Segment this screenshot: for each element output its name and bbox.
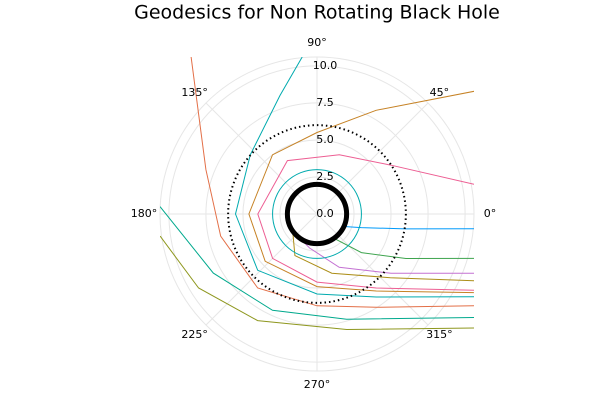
theta-grid-line xyxy=(205,213,318,326)
theta-tick-label: 225° xyxy=(181,328,208,341)
circle-orbit xyxy=(284,181,350,247)
r-tick-label: 0.0 xyxy=(316,207,334,220)
labels: 0.0 2.5 5.0 7.5 10.0 0° 45° 90° 135° 180° 225° 270°… xyxy=(131,36,497,391)
r-tick-label: 5.0 xyxy=(316,133,334,146)
geodesic-line xyxy=(160,206,474,320)
r-tick-label: 2.5 xyxy=(316,170,334,183)
r-tick-label: 7.5 xyxy=(316,96,334,109)
circle-orbit xyxy=(227,124,407,304)
circle-orbit xyxy=(272,169,362,259)
geodesic-line xyxy=(257,154,474,291)
geodesic-line xyxy=(248,90,474,294)
theta-tick-label: 135° xyxy=(181,86,208,99)
geodesic-line xyxy=(343,226,474,230)
geodesic-line xyxy=(333,237,474,260)
theta-grid-line xyxy=(316,213,429,326)
theta-tick-label: 0° xyxy=(484,207,497,220)
geodesic-line xyxy=(292,230,474,282)
grid xyxy=(159,56,475,372)
theta-tick-label: 180° xyxy=(131,207,158,220)
chart-title: Geodesics for Non Rotating Black Hole xyxy=(134,2,500,24)
theta-tick-label: 45° xyxy=(430,86,450,99)
theta-grid-line xyxy=(316,102,429,215)
theta-tick-label: 270° xyxy=(304,378,331,391)
r-tick-label: 10.0 xyxy=(313,59,338,72)
geodesic-line xyxy=(299,237,474,274)
plot-area xyxy=(160,57,474,331)
geodesic-line xyxy=(190,57,474,308)
theta-tick-label: 315° xyxy=(426,328,453,341)
theta-grid-line xyxy=(205,102,318,215)
geodesic-line xyxy=(234,57,474,298)
geodesic-line xyxy=(160,235,474,331)
theta-tick-label: 90° xyxy=(307,36,327,49)
